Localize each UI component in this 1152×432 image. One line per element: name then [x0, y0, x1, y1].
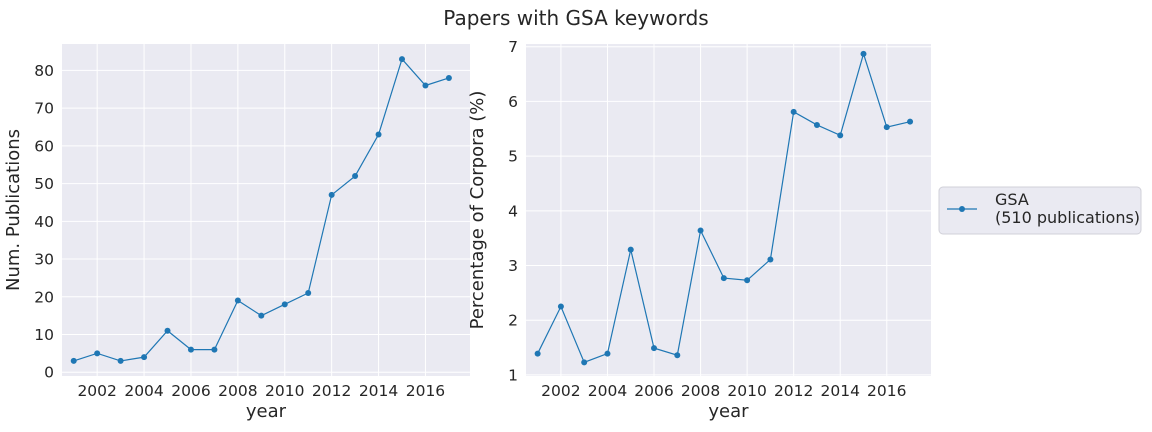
y-tick-label: 3 [508, 257, 518, 275]
y-tick-label: 10 [34, 326, 54, 344]
data-point [790, 108, 797, 115]
legend-box [938, 186, 1142, 235]
data-point [422, 82, 429, 89]
data-point [117, 357, 124, 364]
y-tick-label: 0 [44, 364, 54, 382]
legend-label-line2: (510 publications) [995, 208, 1140, 227]
x-axis-label: year [246, 401, 287, 422]
x-tick-label: 2004 [124, 382, 163, 400]
data-point [907, 118, 914, 125]
plot-area [526, 44, 931, 376]
data-point [375, 131, 382, 138]
data-point [328, 191, 335, 198]
data-point [883, 124, 890, 131]
data-point [604, 350, 611, 357]
chart-title: Papers with GSA keywords [443, 6, 708, 30]
y-tick-label: 5 [508, 148, 518, 166]
data-point [164, 327, 171, 334]
legend-marker-swatch [959, 206, 965, 212]
data-point [720, 275, 727, 282]
y-tick-label: 50 [34, 175, 54, 193]
percentage-panel: 2002 2004 2006 2008 2010 2012 2014 2016 1 2 3 4 5 6 7 y… [467, 38, 931, 422]
data-point [258, 312, 265, 319]
data-point [651, 345, 658, 352]
data-point [534, 350, 541, 357]
y-tick-label: 70 [34, 100, 54, 118]
data-point [860, 50, 867, 57]
x-tick-label: 2002 [77, 382, 116, 400]
publications-panel: 2002 2004 2006 2008 2010 2012 2014 2016 0 10 20 30 4… [3, 44, 470, 422]
x-tick-label: 2002 [541, 382, 580, 400]
data-point [211, 346, 218, 353]
y-tick-label: 40 [34, 213, 54, 231]
data-point [281, 301, 288, 308]
x-axis-label: year [708, 401, 749, 422]
data-point [141, 354, 148, 361]
x-tick-label: 2012 [312, 382, 351, 400]
y-tick-label: 1 [508, 366, 518, 384]
data-point [94, 350, 101, 357]
x-tick-label: 2010 [265, 382, 304, 400]
data-point [744, 277, 751, 284]
data-point [399, 56, 405, 63]
data-point [697, 227, 704, 234]
x-tick-label: 2010 [727, 382, 766, 400]
y-tick-label: 7 [508, 38, 518, 56]
x-tick-label: 2004 [588, 382, 627, 400]
x-tick-label: 2016 [406, 382, 445, 400]
data-point [187, 346, 194, 353]
legend: GSA (510 publications) [938, 186, 1142, 235]
data-point [837, 132, 844, 139]
x-tick-label: 2006 [171, 382, 210, 400]
y-tick-label: 20 [34, 288, 54, 306]
data-point [557, 303, 564, 310]
y-tick-label: 80 [34, 62, 54, 80]
y-axis-label: Percentage of Corpora (%) [467, 91, 488, 330]
data-point [813, 121, 820, 128]
x-tick-label: 2006 [634, 382, 673, 400]
data-point [627, 246, 634, 253]
y-tick-label: 60 [34, 137, 54, 155]
y-axis-label: Num. Publications [3, 129, 24, 291]
data-point [674, 352, 681, 359]
x-tick-label: 2008 [218, 382, 257, 400]
x-tick-label: 2008 [681, 382, 720, 400]
x-tick-label: 2016 [867, 382, 906, 400]
y-tick-label: 2 [508, 312, 518, 330]
x-tick-label: 2012 [774, 382, 813, 400]
data-point [234, 297, 241, 304]
data-point [767, 256, 774, 263]
y-tick-label: 6 [508, 93, 518, 111]
data-point [352, 173, 359, 180]
plot-area [62, 44, 470, 376]
data-point [70, 357, 77, 364]
x-tick-label: 2014 [820, 382, 859, 400]
legend-label-line1: GSA [995, 190, 1029, 209]
data-point [445, 74, 452, 81]
data-point [305, 290, 312, 296]
y-tick-label: 30 [34, 251, 54, 269]
x-tick-label: 2014 [359, 382, 398, 400]
data-point [581, 359, 588, 366]
y-tick-label: 4 [508, 202, 518, 220]
